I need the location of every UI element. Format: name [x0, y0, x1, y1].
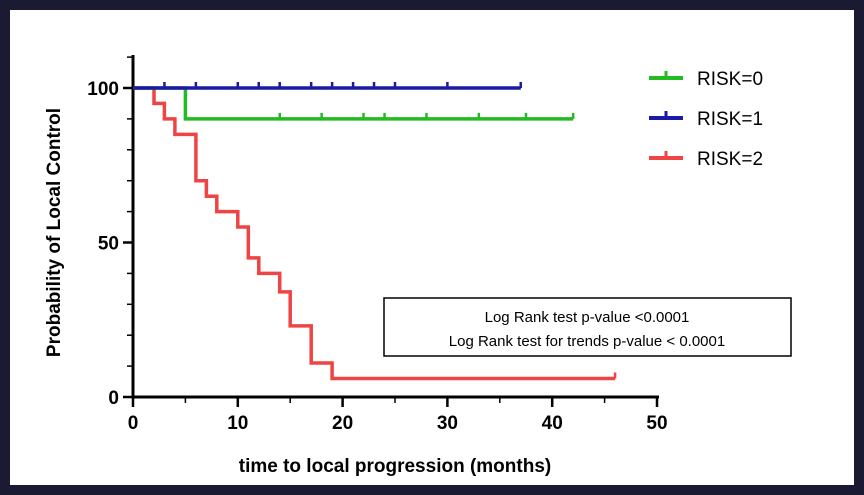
x-tick-label: 20 — [332, 413, 353, 434]
legend-label-risk-2: RISK=2 — [697, 149, 763, 170]
series-line-risk-0 — [133, 86, 574, 121]
x-tick-label: 10 — [227, 413, 248, 434]
x-axis-label: time to local progression (months) — [239, 456, 551, 477]
y-tick-label: 50 — [98, 234, 119, 255]
axes: 0 10 20 30 40 50 0 50 100 — [87, 55, 668, 434]
y-axis-label: Probability of Local Control — [44, 108, 65, 357]
x-tick-label: 50 — [646, 413, 667, 434]
annotation-box: Log Rank test p-value <0.0001 Log Rank t… — [383, 297, 792, 357]
x-tick-label: 0 — [128, 413, 139, 434]
series-line-risk-2 — [133, 86, 616, 381]
series-layer — [133, 82, 617, 381]
legend: RISK=0 RISK=1 RISK=2 — [649, 69, 763, 170]
annotation-trend: Log Rank test for trends p-value < 0.000… — [449, 333, 725, 350]
legend-label-risk-1: RISK=1 — [697, 109, 763, 130]
y-tick-label: 0 — [108, 388, 119, 409]
annotation-logrank: Log Rank test p-value <0.0001 — [485, 309, 690, 326]
x-tick-label: 30 — [437, 413, 458, 434]
annotation-border — [383, 297, 792, 357]
legend-label-risk-0: RISK=0 — [697, 69, 763, 90]
y-tick-label: 100 — [87, 79, 119, 100]
x-tick-label: 40 — [542, 413, 563, 434]
